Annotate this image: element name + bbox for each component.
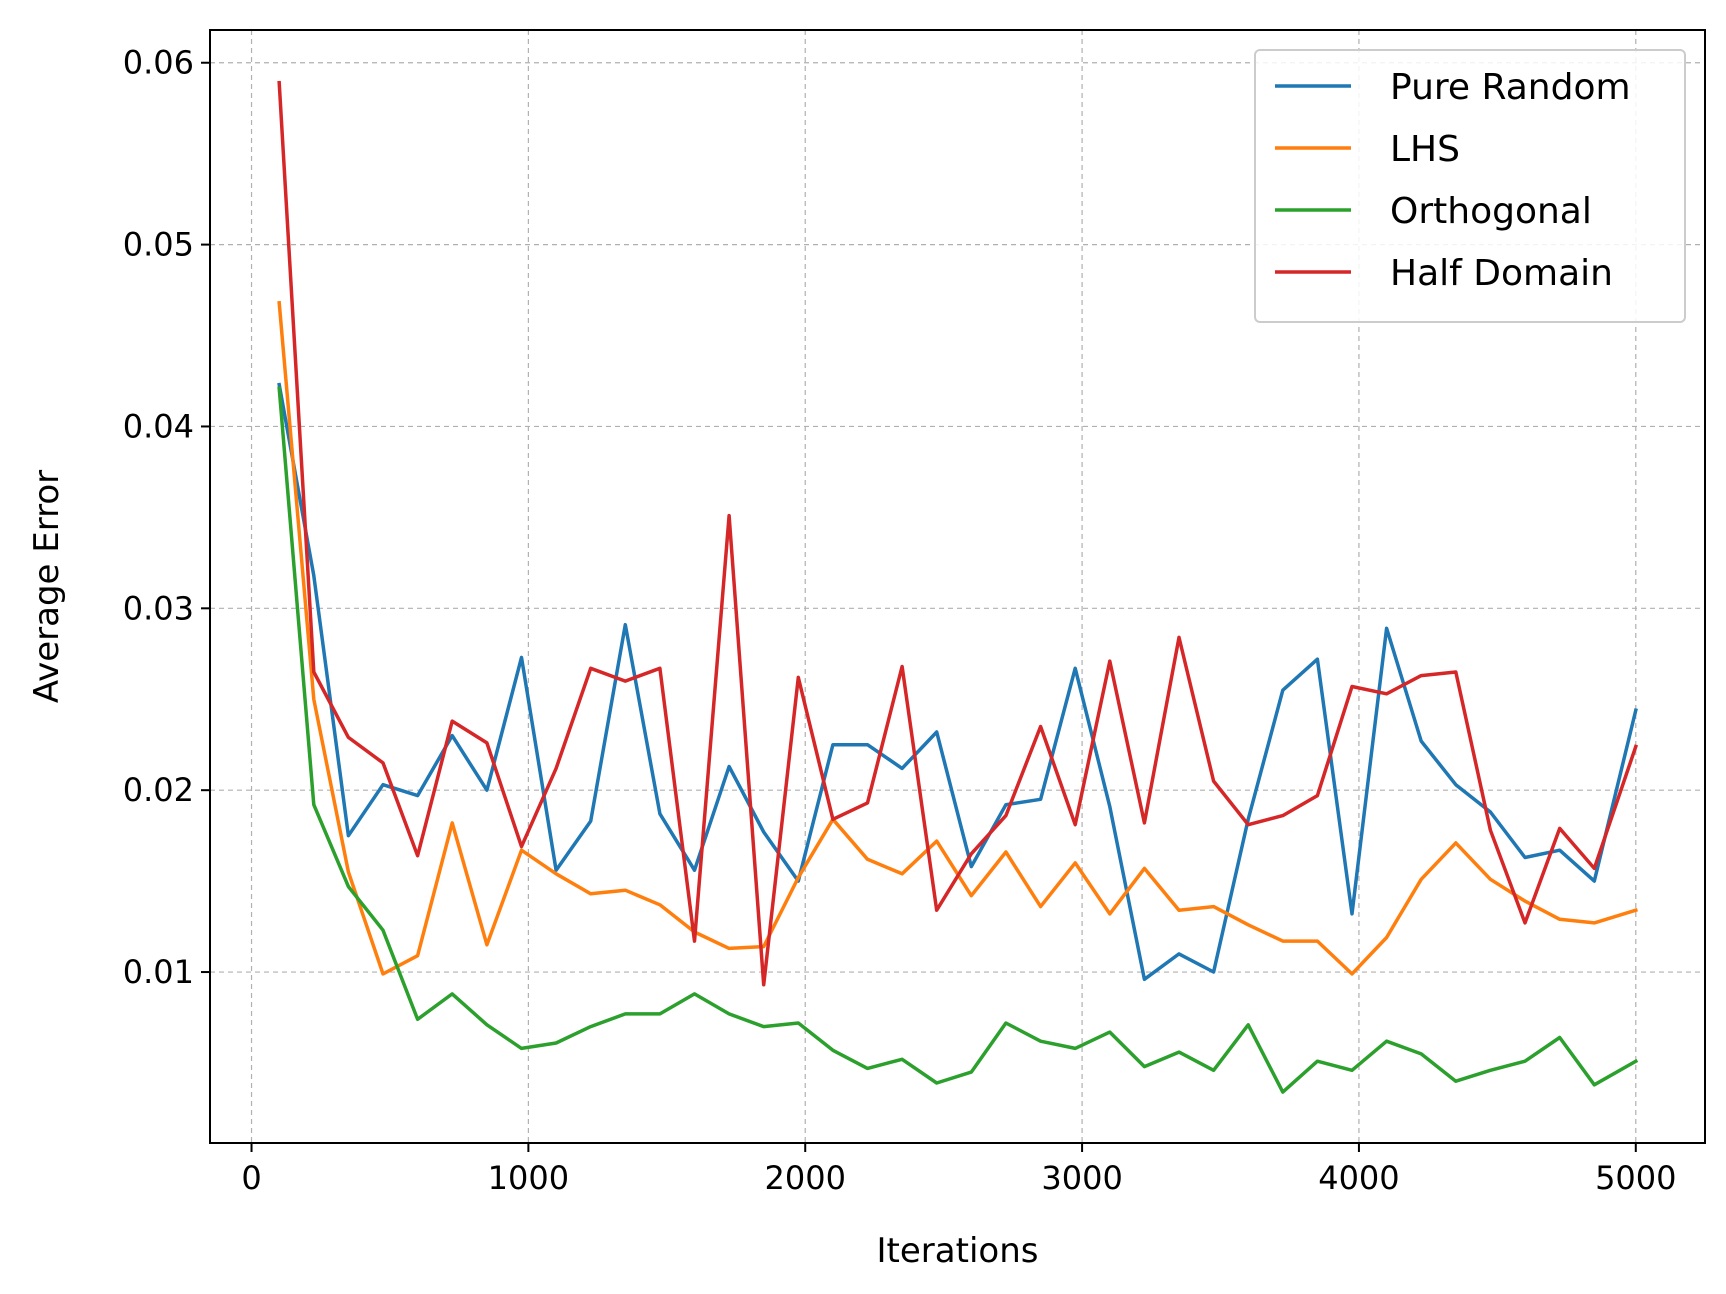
plot-frame [209, 29, 1706, 1144]
series-line-lhs [277, 300, 1638, 976]
x-tick-label: 1000 [488, 1159, 569, 1197]
x-tick-label: 2000 [765, 1159, 846, 1197]
x-axis-title: Iterations [877, 1231, 1039, 1271]
y-tick-label: 0.06 [123, 44, 194, 82]
y-tick-label: 0.04 [123, 407, 194, 445]
x-tick-label: 4000 [1318, 1159, 1399, 1197]
x-tick-label: 5000 [1595, 1159, 1676, 1197]
legend: Pure Random LHS Orthogonal Half Domain [1254, 49, 1686, 323]
x-tick-label: 0 [241, 1159, 261, 1197]
legend-label: Half Domain [1390, 253, 1613, 294]
legend-label: Orthogonal [1390, 191, 1592, 232]
y-tick-label: 0.01 [123, 953, 194, 991]
y-axis-title: Average Error [27, 470, 67, 703]
x-tick-label: 3000 [1041, 1159, 1122, 1197]
series-line-orthogonal [277, 386, 1639, 1094]
series-line-half-domain [277, 80, 1639, 987]
series-lines [277, 80, 1639, 1094]
y-tick-label: 0.05 [123, 226, 194, 264]
legend-label: Pure Random [1390, 67, 1631, 108]
legend-label: LHS [1390, 129, 1460, 170]
y-tick-label: 0.02 [123, 771, 194, 809]
legend-box [1254, 49, 1686, 323]
axis-ticks: 0 1000 2000 3000 4000 5000 0.01 0.02 0.03 0.04 0.0… [123, 44, 1677, 1197]
y-tick-label: 0.03 [123, 589, 194, 627]
